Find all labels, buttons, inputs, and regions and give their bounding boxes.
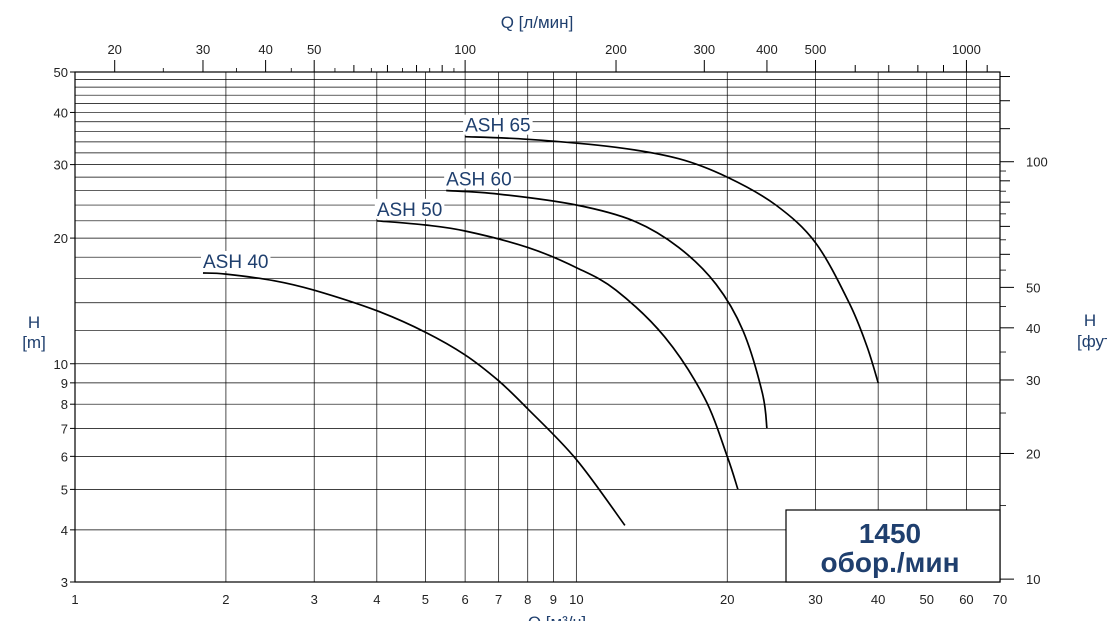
plot-frame bbox=[74, 71, 1001, 583]
right-axis-tick-label: 50 bbox=[1026, 280, 1040, 295]
left-axis-tick-label: 10 bbox=[54, 357, 68, 372]
right-axis-tick-label: 40 bbox=[1026, 321, 1040, 336]
curve-label-ash-40: ASH 40 bbox=[203, 252, 268, 273]
curve-label-ash-60: ASH 60 bbox=[446, 170, 511, 191]
curve-ash-65 bbox=[465, 135, 880, 384]
curve-label-ash-65: ASH 65 bbox=[465, 116, 530, 137]
curve-label-background-ash-40 bbox=[200, 250, 271, 271]
left-axis-tick-label: 50 bbox=[54, 65, 68, 80]
top-axis-tick-label: 300 bbox=[693, 42, 715, 57]
top-axis-tick-label: 50 bbox=[307, 42, 321, 57]
top-axis-tick-label: 400 bbox=[756, 42, 778, 57]
bottom-axis-tick-label: 20 bbox=[720, 592, 734, 607]
bottom-axis-tick-label: 40 bbox=[871, 592, 885, 607]
curve-label-background-ash-50 bbox=[374, 198, 445, 219]
curve-ash-60 bbox=[446, 189, 768, 429]
bottom-axis-tick-label: 7 bbox=[495, 592, 502, 607]
left-axis-tick-label: 9 bbox=[61, 376, 68, 391]
bottom-axis-tick-label: 1 bbox=[71, 592, 78, 607]
bottom-axis-tick-label: 50 bbox=[920, 592, 934, 607]
tick-labels: 1 2 3 4 5 6 7 8 9 10 20 30 40 50 60 70 20 30 40 50 100 200 300… bbox=[54, 42, 1048, 607]
bottom-axis-title: Q [м³/ч] bbox=[528, 613, 586, 621]
tick-marks bbox=[70, 60, 1014, 583]
grid-lines bbox=[74, 71, 1001, 583]
left-axis-tick-label: 8 bbox=[61, 397, 68, 412]
curve-label-ash-50: ASH 50 bbox=[377, 200, 442, 221]
curve-label-background-ash-60 bbox=[444, 168, 514, 189]
left-axis-tick-label: 5 bbox=[61, 482, 68, 497]
speed-unit: обор./мин bbox=[820, 547, 959, 578]
speed-annotation-frame bbox=[785, 509, 1001, 583]
bottom-axis-tick-label: 9 bbox=[550, 592, 557, 607]
left-axis-tick-label: 6 bbox=[61, 449, 68, 464]
right-axis-title-line1: H bbox=[1084, 311, 1096, 330]
top-axis-tick-label: 1000 bbox=[952, 42, 981, 57]
bottom-axis-tick-label: 60 bbox=[959, 592, 973, 607]
top-axis-tick-label: 30 bbox=[196, 42, 210, 57]
top-axis-tick-label: 100 bbox=[454, 42, 476, 57]
bottom-axis-tick-label: 8 bbox=[524, 592, 531, 607]
top-axis-tick-label: 20 bbox=[107, 42, 121, 57]
bottom-axis-tick-label: 5 bbox=[422, 592, 429, 607]
curve-ash-40 bbox=[202, 272, 626, 526]
left-axis-tick-label: 30 bbox=[54, 158, 68, 173]
bottom-axis-tick-label: 3 bbox=[311, 592, 318, 607]
top-axis-tick-label: 40 bbox=[258, 42, 272, 57]
bottom-axis-tick-label: 4 bbox=[373, 592, 380, 607]
left-axis-tick-label: 7 bbox=[61, 421, 68, 436]
bottom-axis-tick-label: 6 bbox=[461, 592, 468, 607]
speed-value: 1450 bbox=[859, 518, 921, 549]
left-axis-tick-label: 3 bbox=[61, 575, 68, 590]
bottom-axis-tick-label: 10 bbox=[569, 592, 583, 607]
right-axis-title-line2: [фут] bbox=[1077, 332, 1107, 351]
speed-annotation-box: 1450 обор./мин bbox=[785, 509, 1001, 583]
left-axis-tick-label: 40 bbox=[54, 105, 68, 120]
curve-ash-50 bbox=[376, 219, 739, 490]
left-axis-tick-label: 20 bbox=[54, 231, 68, 246]
left-axis-title-line1: H bbox=[28, 313, 40, 332]
curve-label-background-ash-65 bbox=[463, 114, 533, 135]
top-axis-title: Q [л/мин] bbox=[501, 13, 574, 32]
right-axis-tick-label: 30 bbox=[1026, 373, 1040, 388]
bottom-axis-tick-label: 2 bbox=[222, 592, 229, 607]
top-axis-tick-label: 200 bbox=[605, 42, 627, 57]
right-axis-tick-label: 20 bbox=[1026, 446, 1040, 461]
left-axis-title-line2: [m] bbox=[22, 333, 46, 352]
left-axis-tick-label: 4 bbox=[61, 523, 68, 538]
bottom-axis-tick-label: 70 bbox=[993, 592, 1007, 607]
top-axis-tick-label: 500 bbox=[805, 42, 827, 57]
right-axis-tick-label: 10 bbox=[1026, 572, 1040, 587]
right-axis-tick-label: 100 bbox=[1026, 155, 1048, 170]
bottom-axis-tick-label: 30 bbox=[808, 592, 822, 607]
